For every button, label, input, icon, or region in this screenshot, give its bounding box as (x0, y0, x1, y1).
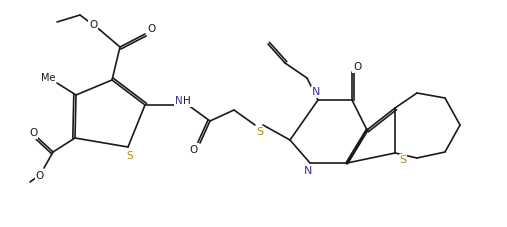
Text: O: O (29, 128, 37, 138)
Text: N: N (304, 166, 312, 176)
Text: O: O (189, 145, 197, 155)
Text: O: O (36, 171, 44, 181)
Text: O: O (148, 24, 156, 34)
Text: H: H (183, 96, 191, 106)
Text: S: S (257, 127, 264, 137)
Text: Me: Me (41, 73, 55, 83)
Text: S: S (400, 155, 407, 165)
Text: O: O (353, 62, 361, 72)
Text: N: N (175, 96, 183, 106)
Text: S: S (127, 151, 133, 161)
Text: O: O (89, 20, 97, 30)
Text: N: N (312, 87, 320, 97)
